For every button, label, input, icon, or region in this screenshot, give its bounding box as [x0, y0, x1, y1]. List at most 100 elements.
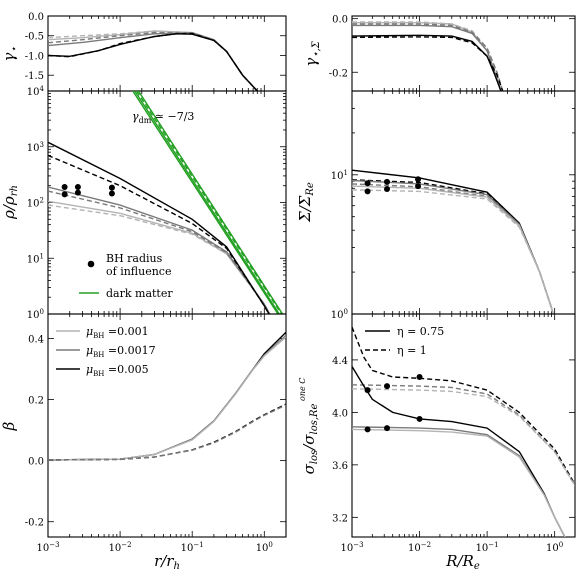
axes-frame	[47, 313, 287, 538]
series-line-mu_0_005-dashed	[352, 36, 504, 91]
bh-influence-point	[61, 183, 68, 190]
y-tick-label: 3.6	[332, 461, 348, 472]
y-tick-label: 102	[27, 197, 44, 210]
legend-label-bh-line2: of influence	[106, 265, 171, 278]
series-line-dark_matter-solid	[137, 91, 284, 314]
x-tick-label: 10−3	[36, 541, 59, 554]
legend-label-mu_0_001: μBH =0.001	[86, 325, 149, 340]
series-group	[352, 21, 504, 91]
bh-influence-point	[364, 180, 371, 187]
x-tick-label: 10−2	[408, 541, 431, 554]
series-line-mu_0_001-solid	[48, 30, 258, 91]
y-tick-label: -0.2	[25, 518, 44, 529]
bh-influence-point	[74, 189, 81, 196]
x-tick-label: 10−2	[109, 541, 132, 554]
x-tick-label: 10−1	[181, 541, 204, 554]
x-tick-label: 100	[256, 541, 273, 554]
bh-influence-point	[416, 373, 423, 380]
y-tick-label: 104	[27, 85, 45, 98]
y-axis-label: Σ/ΣRe	[296, 182, 316, 223]
series-line-mu_0_0017-dashed	[352, 183, 554, 314]
legend-label-bh: BH radius	[106, 252, 163, 265]
legend-label-eta-dashed: η = 1	[397, 344, 427, 357]
series-group	[48, 331, 286, 461]
series-line-mu_0_001-dashed	[48, 30, 258, 91]
x-tick-label: 10−3	[340, 541, 363, 554]
x-axis-label: R/Re	[445, 552, 480, 572]
y-tick-label: 0.2	[28, 396, 44, 407]
bh-influence-point	[74, 183, 81, 190]
axes-frame	[351, 15, 576, 92]
y-tick-label: -1.5	[25, 71, 44, 82]
series-line-dark_matter-solid	[134, 91, 281, 314]
y-axis-label: γ⋆,Σ	[302, 40, 322, 66]
y-axis-label: γ⋆	[0, 46, 20, 61]
bh-influence-point	[108, 190, 115, 197]
bh-influence-point	[108, 184, 115, 191]
bh-influence-point	[415, 176, 422, 183]
series-line-dark_matter-dashed	[136, 91, 283, 314]
series-line-mu_0_0017-solid	[48, 32, 258, 91]
y-tick-label: 100	[331, 308, 348, 321]
legend-label-dm: dark matter	[106, 287, 173, 300]
bh-influence-point	[364, 387, 371, 394]
bh-influence-point	[384, 186, 391, 193]
legend-marker-bh	[87, 260, 95, 268]
x-axis-label: r/rh	[154, 552, 180, 572]
axes-frame	[351, 90, 576, 315]
series-line-mu_0_005-solid	[352, 34, 502, 91]
bh-influence-point	[415, 183, 422, 190]
series-line-mu_0_0017-solid	[352, 179, 554, 314]
panel-left-mid: 100 101 102 103 104	[27, 85, 287, 321]
series-line-mu_0_005-dashed	[48, 403, 286, 461]
legend-label-eta-solid: η = 0.75	[397, 325, 444, 338]
series-line-mu_0_001-solid	[352, 22, 502, 91]
series-line-mu_0_005-dashed	[48, 32, 258, 91]
y-tick-label: 0.0	[332, 15, 348, 26]
axes-frame	[47, 90, 287, 315]
y-tick-label: 100	[27, 308, 44, 321]
y-axis-label: σlos/σlos,Re one C	[298, 378, 320, 475]
axes-frame	[351, 313, 576, 538]
series-group	[352, 169, 554, 314]
series-line-mu_0_0017-dashed	[48, 31, 258, 91]
y-tick-label: -0.5	[25, 32, 44, 43]
annotation-gamma-dm: γdm ≃ −7/3	[132, 110, 194, 125]
y-tick-label: 4.0	[332, 408, 348, 419]
y-tick-label: 0.0	[28, 457, 44, 468]
series-line-mu_0_0017-solid	[352, 24, 502, 91]
y-tick-label: 103	[27, 141, 44, 154]
bh-influence-point	[384, 178, 391, 185]
panel-right-top: 0.0 -0.2	[329, 15, 576, 92]
y-tick-label: 0.0	[28, 12, 44, 23]
series-line-mu_0_0017-dashed	[352, 384, 575, 487]
series-line-mu_0_005-solid	[48, 141, 270, 314]
series-line-mu_0_0017-dashed	[48, 404, 286, 461]
series-line-mu_0_0017-solid	[48, 334, 286, 461]
series-group	[48, 91, 284, 314]
bh-influence-point	[61, 191, 68, 198]
series-line-mu_0_0017-dashed	[352, 23, 504, 91]
series-line-mu_0_001-solid	[352, 185, 554, 314]
series-group	[48, 30, 258, 91]
bh-influence-point	[364, 188, 371, 195]
series-line-mu_0_005-dashed	[352, 179, 554, 314]
legend-label-mu_0_0017: μBH =0.0017	[86, 344, 156, 359]
y-axis-label: β	[0, 421, 18, 431]
series-line-dark_matter-solid	[132, 91, 279, 314]
series-line-mu_0_005-solid	[352, 366, 566, 537]
series-line-mu_0_001-dashed	[352, 388, 575, 487]
x-tick-label: 10−1	[476, 541, 499, 554]
y-tick-label: 3.2	[332, 513, 348, 524]
y-tick-label: 4.4	[332, 356, 348, 367]
bh-influence-point	[384, 383, 391, 390]
series-line-mu_0_005-dashed	[352, 326, 575, 485]
series-group	[352, 326, 575, 537]
y-axis-label: ρ/ρrh	[0, 185, 20, 220]
panel-right-mid: 100 101	[331, 90, 576, 321]
y-tick-label: -0.2	[329, 68, 348, 79]
series-line-mu_0_0017-dashed	[48, 190, 271, 314]
bh-influence-point	[416, 415, 423, 422]
series-line-mu_0_001-solid	[352, 428, 566, 537]
